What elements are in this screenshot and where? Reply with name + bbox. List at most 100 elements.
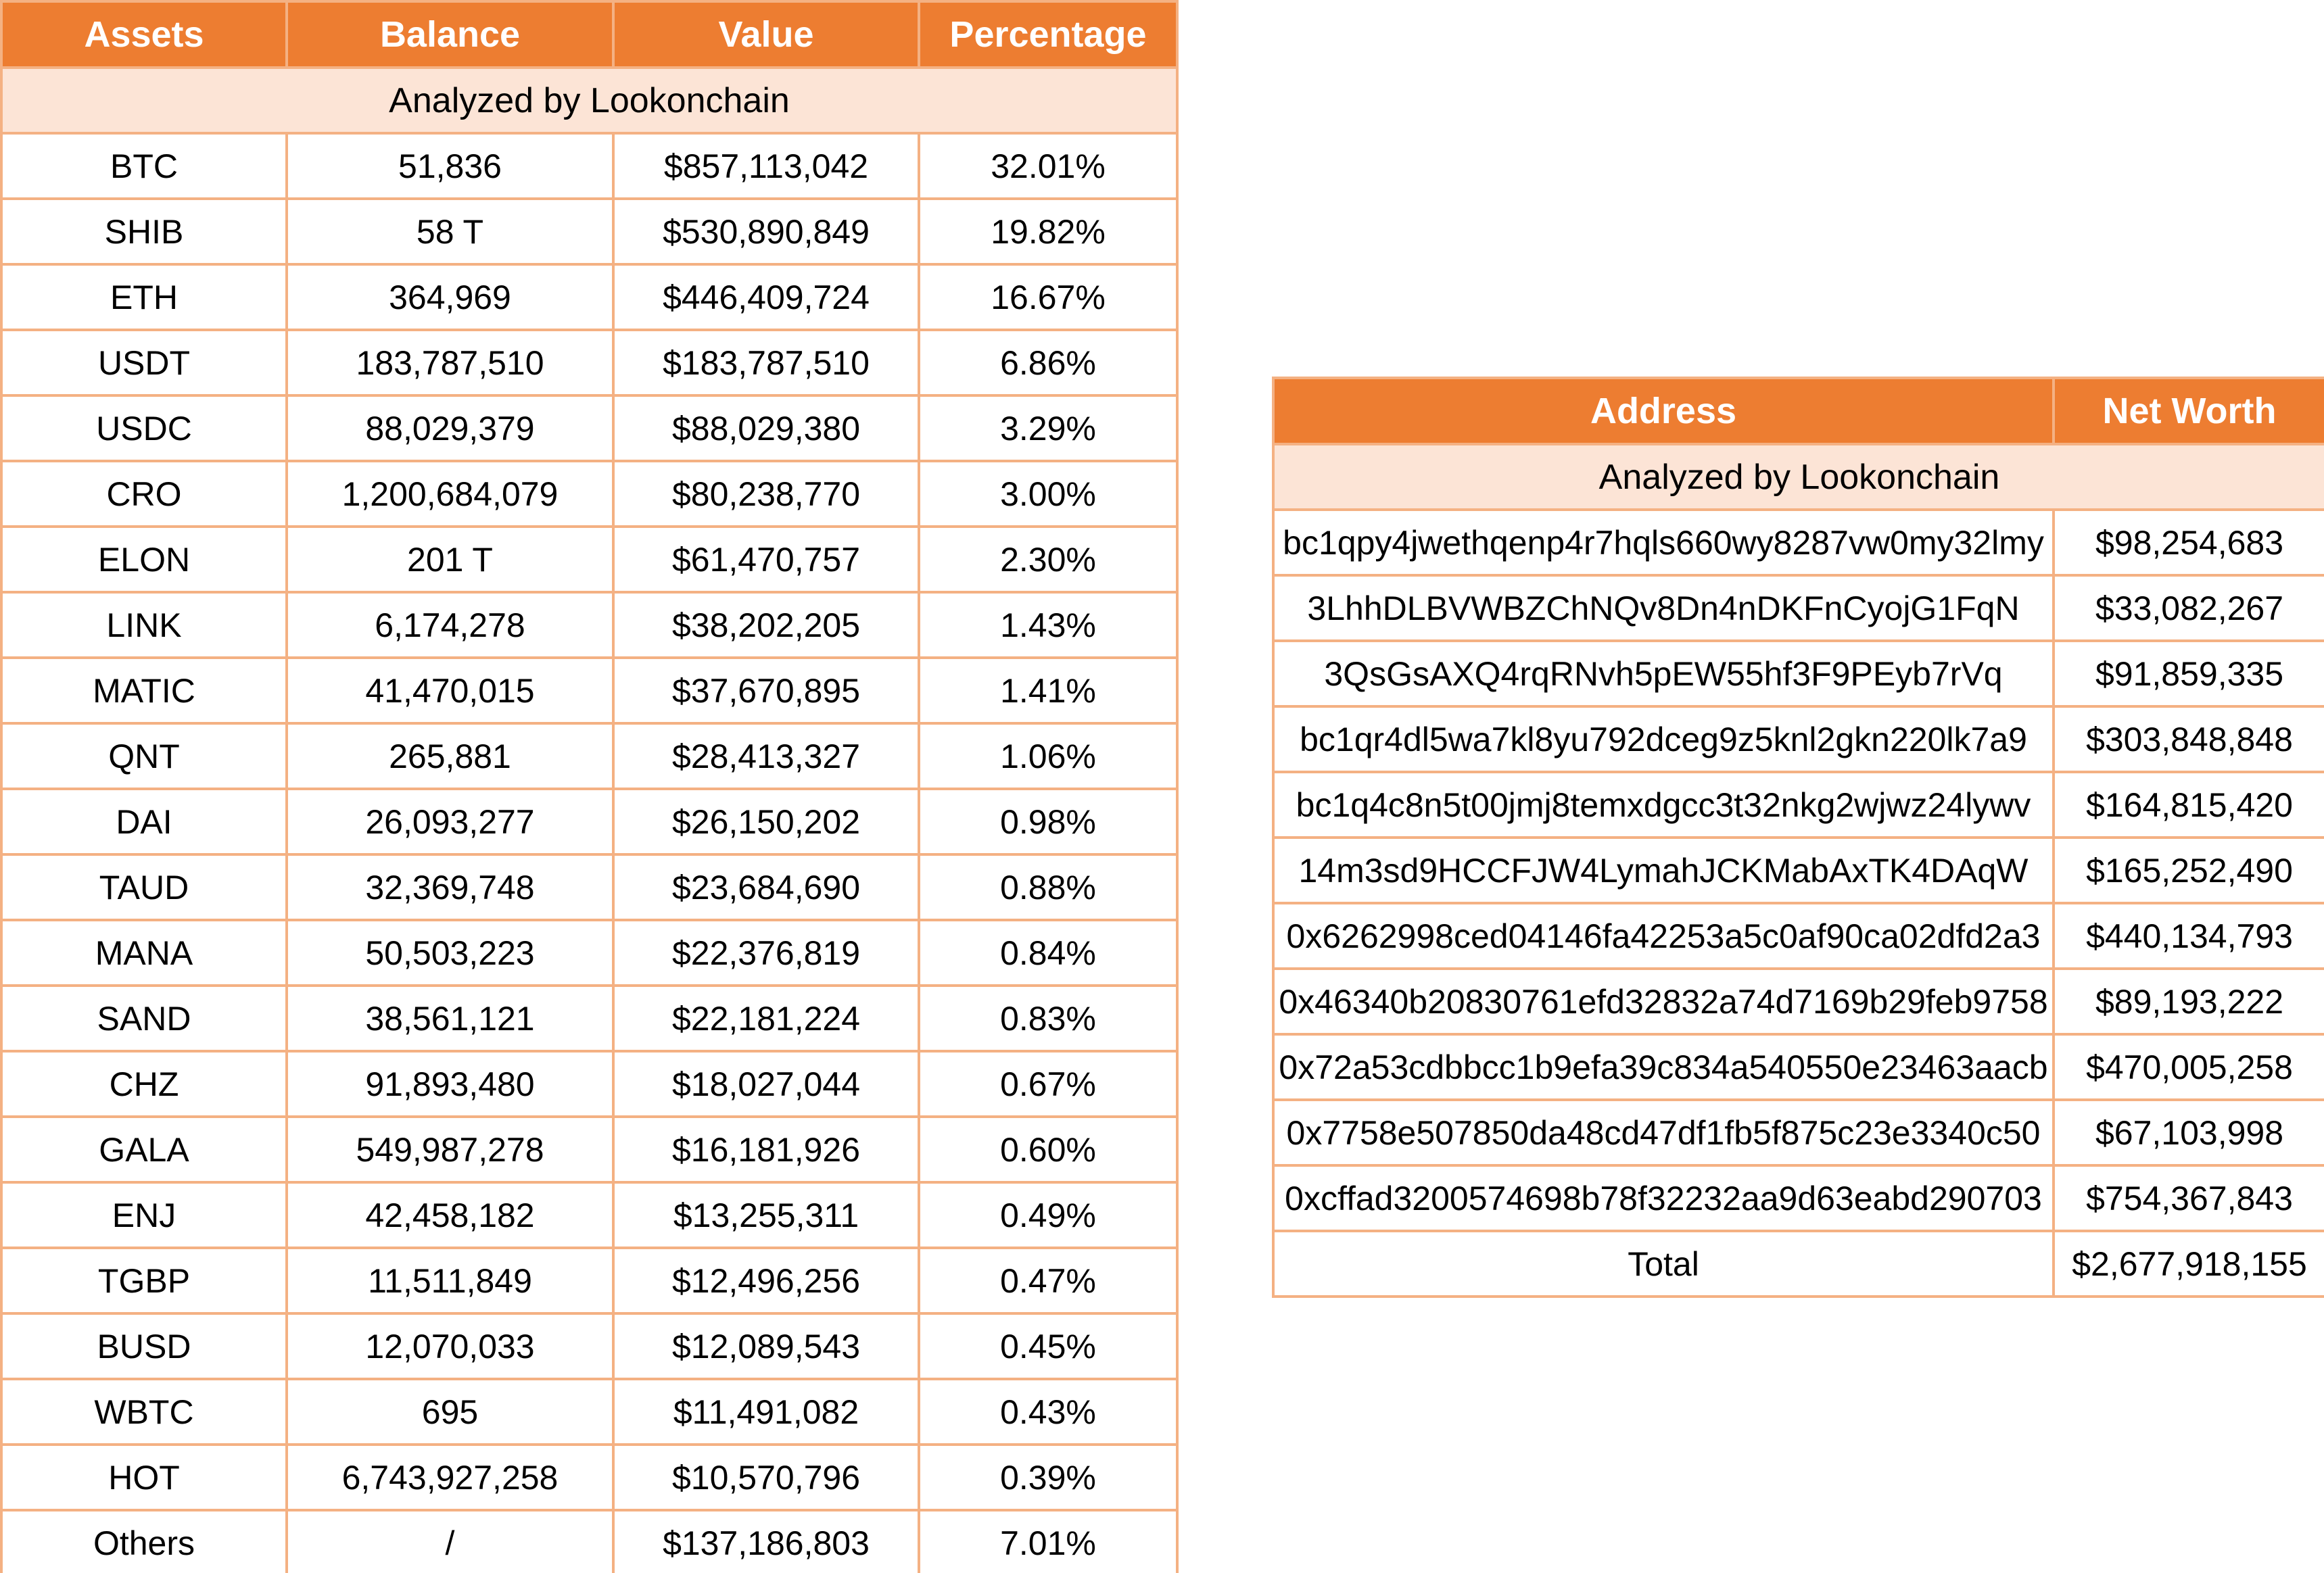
value-column-header: Value xyxy=(612,0,920,69)
asset-row: USDT 183,787,510 $183,787,510 6.86% xyxy=(0,329,1179,397)
asset-balance-cell: 42,458,182 xyxy=(285,1181,615,1249)
asset-row: HOT 6,743,927,258 $10,570,796 0.39% xyxy=(0,1443,1179,1511)
asset-name-cell: DAI xyxy=(0,788,288,856)
asset-balance-cell: 88,029,379 xyxy=(285,394,615,462)
asset-row: ENJ 42,458,182 $13,255,311 0.49% xyxy=(0,1181,1179,1249)
asset-percentage-cell: 2.30% xyxy=(918,525,1179,594)
asset-balance-cell: 91,893,480 xyxy=(285,1050,615,1118)
address-cell: 0x7758e507850da48cd47df1fb5f875c23e3340c… xyxy=(1272,1098,2055,1167)
asset-balance-cell: 51,836 xyxy=(285,132,615,200)
asset-value-cell: $10,570,796 xyxy=(612,1443,920,1511)
asset-balance-cell: 12,070,033 xyxy=(285,1312,615,1380)
net-worth-column-header: Net Worth xyxy=(2052,377,2324,445)
percentage-column-header: Percentage xyxy=(918,0,1179,69)
address-row: bc1q4c8n5t00jmj8temxdgcc3t32nkg2wjwz24ly… xyxy=(1272,771,2324,839)
asset-row: ELON 201 T $61,470,757 2.30% xyxy=(0,525,1179,594)
balance-column-header: Balance xyxy=(285,0,615,69)
asset-balance-cell: 695 xyxy=(285,1378,615,1446)
asset-balance-cell: 11,511,849 xyxy=(285,1247,615,1315)
asset-row: SHIB 58 T $530,890,849 19.82% xyxy=(0,197,1179,266)
asset-value-cell: $11,491,082 xyxy=(612,1378,920,1446)
address-cell: 3QsGsAXQ4rqRNvh5pEW55hf3F9PEyb7rVq xyxy=(1272,639,2055,708)
address-cell: 3LhhDLBVWBZChNQv8Dn4nDKFnCyojG1FqN xyxy=(1272,574,2055,642)
asset-percentage-cell: 3.00% xyxy=(918,460,1179,528)
asset-balance-cell: 201 T xyxy=(285,525,615,594)
asset-name-cell: HOT xyxy=(0,1443,288,1511)
net-worth-cell: $98,254,683 xyxy=(2052,508,2324,577)
asset-value-cell: $530,890,849 xyxy=(612,197,920,266)
assets-subtitle: Analyzed by Lookonchain xyxy=(0,66,1179,135)
asset-balance-cell: / xyxy=(285,1509,615,1573)
asset-row: SAND 38,561,121 $22,181,224 0.83% xyxy=(0,984,1179,1052)
asset-row: LINK 6,174,278 $38,202,205 1.43% xyxy=(0,591,1179,659)
asset-value-cell: $857,113,042 xyxy=(612,132,920,200)
asset-balance-cell: 6,174,278 xyxy=(285,591,615,659)
asset-percentage-cell: 0.45% xyxy=(918,1312,1179,1380)
asset-row: CRO 1,200,684,079 $80,238,770 3.00% xyxy=(0,460,1179,528)
asset-row: Others / $137,186,803 7.01% xyxy=(0,1509,1179,1573)
asset-value-cell: $16,181,926 xyxy=(612,1115,920,1184)
addresses-total-label: Total xyxy=(1272,1230,2055,1298)
asset-name-cell: LINK xyxy=(0,591,288,659)
asset-percentage-cell: 3.29% xyxy=(918,394,1179,462)
address-row: 0x72a53cdbbcc1b9efa39c834a540550e23463aa… xyxy=(1272,1033,2324,1101)
net-worth-cell: $164,815,420 xyxy=(2052,771,2324,839)
asset-percentage-cell: 0.67% xyxy=(918,1050,1179,1118)
asset-percentage-cell: 0.49% xyxy=(918,1181,1179,1249)
net-worth-cell: $303,848,848 xyxy=(2052,705,2324,773)
net-worth-cell: $470,005,258 xyxy=(2052,1033,2324,1101)
asset-balance-cell: 364,969 xyxy=(285,263,615,331)
asset-name-cell: WBTC xyxy=(0,1378,288,1446)
address-row: 0x6262998ced04146fa42253a5c0af90ca02dfd2… xyxy=(1272,902,2324,970)
asset-percentage-cell: 19.82% xyxy=(918,197,1179,266)
address-row: bc1qr4dl5wa7kl8yu792dceg9z5knl2gkn220lk7… xyxy=(1272,705,2324,773)
address-row: 0xcffad3200574698b78f32232aa9d63eabd2907… xyxy=(1272,1164,2324,1232)
asset-name-cell: CRO xyxy=(0,460,288,528)
asset-value-cell: $38,202,205 xyxy=(612,591,920,659)
asset-balance-cell: 32,369,748 xyxy=(285,853,615,921)
asset-balance-cell: 26,093,277 xyxy=(285,788,615,856)
address-cell: 14m3sd9HCCFJW4LymahJCKMabAxTK4DAqW xyxy=(1272,836,2055,904)
asset-value-cell: $13,255,311 xyxy=(612,1181,920,1249)
asset-name-cell: SHIB xyxy=(0,197,288,266)
address-cell: 0xcffad3200574698b78f32232aa9d63eabd2907… xyxy=(1272,1164,2055,1232)
asset-name-cell: QNT xyxy=(0,722,288,790)
address-cell: bc1q4c8n5t00jmj8temxdgcc3t32nkg2wjwz24ly… xyxy=(1272,771,2055,839)
asset-balance-cell: 183,787,510 xyxy=(285,329,615,397)
asset-name-cell: TGBP xyxy=(0,1247,288,1315)
asset-balance-cell: 38,561,121 xyxy=(285,984,615,1052)
addresses-subtitle: Analyzed by Lookonchain xyxy=(1272,443,2324,511)
address-cell: bc1qpy4jwethqenp4r7hqls660wy8287vw0my32l… xyxy=(1272,508,2055,577)
asset-value-cell: $28,413,327 xyxy=(612,722,920,790)
addresses-total-value: $2,677,918,155 xyxy=(2052,1230,2324,1298)
asset-row: BUSD 12,070,033 $12,089,543 0.45% xyxy=(0,1312,1179,1380)
asset-percentage-cell: 0.47% xyxy=(918,1247,1179,1315)
asset-row: DAI 26,093,277 $26,150,202 0.98% xyxy=(0,788,1179,856)
asset-percentage-cell: 1.43% xyxy=(918,591,1179,659)
asset-row: TAUD 32,369,748 $23,684,690 0.88% xyxy=(0,853,1179,921)
asset-name-cell: USDC xyxy=(0,394,288,462)
asset-percentage-cell: 0.60% xyxy=(918,1115,1179,1184)
asset-value-cell: $12,496,256 xyxy=(612,1247,920,1315)
net-worth-cell: $91,859,335 xyxy=(2052,639,2324,708)
asset-value-cell: $26,150,202 xyxy=(612,788,920,856)
asset-row: MATIC 41,470,015 $37,670,895 1.41% xyxy=(0,656,1179,725)
asset-name-cell: SAND xyxy=(0,984,288,1052)
asset-percentage-cell: 0.84% xyxy=(918,919,1179,987)
asset-value-cell: $37,670,895 xyxy=(612,656,920,725)
asset-balance-cell: 58 T xyxy=(285,197,615,266)
asset-row: MANA 50,503,223 $22,376,819 0.84% xyxy=(0,919,1179,987)
asset-percentage-cell: 0.39% xyxy=(918,1443,1179,1511)
asset-name-cell: BTC xyxy=(0,132,288,200)
net-worth-cell: $33,082,267 xyxy=(2052,574,2324,642)
net-worth-cell: $440,134,793 xyxy=(2052,902,2324,970)
asset-percentage-cell: 0.88% xyxy=(918,853,1179,921)
address-row: 14m3sd9HCCFJW4LymahJCKMabAxTK4DAqW $165,… xyxy=(1272,836,2324,904)
net-worth-cell: $165,252,490 xyxy=(2052,836,2324,904)
asset-value-cell: $446,409,724 xyxy=(612,263,920,331)
asset-percentage-cell: 1.41% xyxy=(918,656,1179,725)
asset-name-cell: Others xyxy=(0,1509,288,1573)
asset-value-cell: $22,181,224 xyxy=(612,984,920,1052)
asset-row: TGBP 11,511,849 $12,496,256 0.47% xyxy=(0,1247,1179,1315)
